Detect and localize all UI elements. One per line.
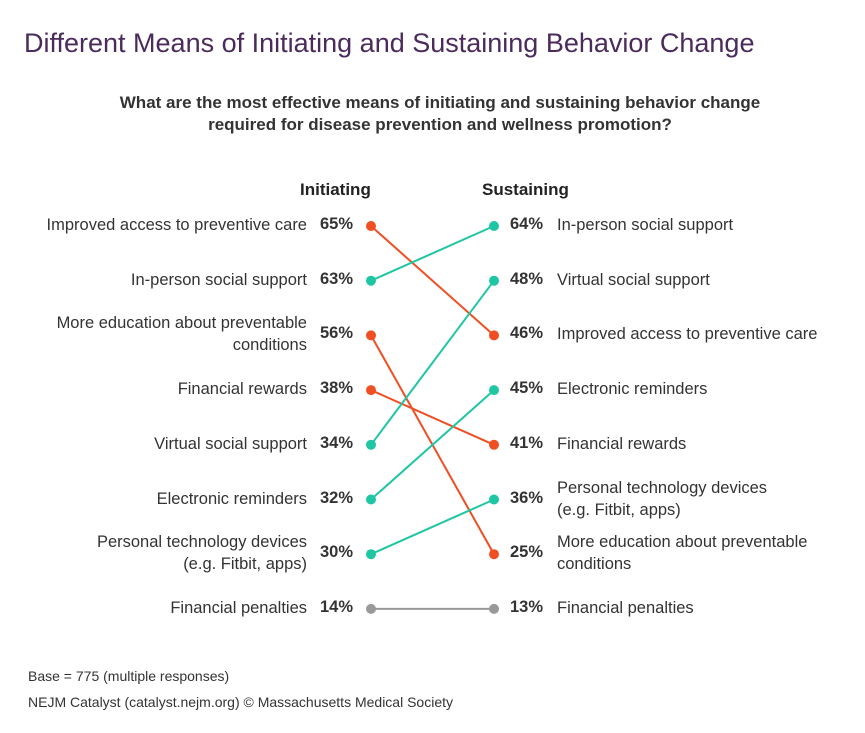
- sustaining-percent: 64%: [510, 215, 544, 233]
- sustaining-column-header: Sustaining: [482, 180, 569, 199]
- initiating-item-label: Financial penalties: [7, 597, 307, 619]
- initiating-item-label: Electronic reminders: [7, 488, 307, 510]
- label-line: More education about preventable: [557, 533, 808, 552]
- initiating-point-improved-access-to-preventive-care: [366, 221, 376, 231]
- sustaining-percent: 13%: [510, 597, 544, 616]
- sustaining-percent: 46%: [510, 324, 544, 343]
- sustaining-item-label: More education about preventable conditio…: [557, 531, 857, 575]
- chart-subtitle: What are the most effective means of ini…: [60, 92, 820, 136]
- sustaining-item-label: Financial rewards: [557, 433, 857, 455]
- sustaining-percent: 25%: [510, 543, 544, 562]
- sustaining-point-more-education-about-preventable-conditions: [489, 549, 499, 560]
- initiating-point-in-person-social-support: [366, 275, 376, 286]
- initiating-item-label: Personal technology devices (e.g. Fitbit,…: [7, 531, 307, 575]
- sustaining-point-in-person-social-support: [489, 221, 499, 231]
- sustaining-point-improved-access-to-preventive-care: [489, 330, 499, 341]
- subtitle-line-1: What are the most effective means of ini…: [119, 93, 761, 112]
- sustaining-item-label: Personal technology devices (e.g. Fitbit,…: [557, 477, 857, 521]
- initiating-item-label: In-person social support: [7, 269, 307, 291]
- initiating-percent: 34%: [320, 433, 354, 452]
- initiating-point-financial-penalties: [366, 603, 376, 614]
- slope-line-financial-rewards: [370, 389, 495, 446]
- label-line: (e.g. Fitbit, apps): [557, 500, 681, 519]
- label-line: Improved access to preventive care: [46, 216, 307, 234]
- initiating-percent: 63%: [320, 269, 354, 288]
- label-line: Electronic reminders: [557, 380, 708, 399]
- initiating-point-virtual-social-support: [366, 439, 376, 450]
- initiating-column-header: Initiating: [300, 180, 371, 199]
- initiating-percent: 56%: [320, 324, 354, 343]
- sustaining-point-virtual-social-support: [489, 275, 499, 286]
- label-line: Financial penalties: [557, 598, 694, 617]
- sustaining-percent: 41%: [510, 433, 544, 452]
- label-line: Virtual social support: [154, 434, 307, 453]
- sustaining-item-label: Virtual social support: [557, 269, 857, 291]
- slope-line-improved-access-to-preventive-care: [370, 225, 495, 337]
- initiating-percent: 65%: [320, 215, 354, 233]
- label-line: Personal technology devices: [557, 478, 768, 497]
- label-line: Improved access to preventive care: [557, 325, 818, 344]
- sustaining-item-label: In-person social support: [557, 214, 857, 236]
- slope-line-electronic-reminders: [370, 389, 495, 501]
- label-line: Electronic reminders: [156, 489, 307, 508]
- sustaining-percent: 36%: [510, 488, 544, 507]
- label-line: In-person social support: [557, 216, 734, 234]
- initiating-point-more-education-about-preventable-conditions: [366, 330, 376, 341]
- initiating-item-label: Financial rewards: [7, 378, 307, 400]
- sustaining-percent: 48%: [510, 269, 544, 288]
- subtitle-line-2: required for disease prevention and well…: [208, 115, 672, 134]
- initiating-point-personal-technology-devices-e-g-fitbit-apps: [366, 549, 376, 560]
- initiating-percent: 32%: [320, 488, 354, 507]
- chart-title: Different Means of Initiating and Sustai…: [24, 28, 755, 58]
- label-line: conditions: [557, 555, 632, 574]
- label-line: Financial rewards: [557, 434, 687, 453]
- sustaining-item-label: Improved access to preventive care: [557, 323, 857, 345]
- label-line: In-person social support: [130, 270, 307, 289]
- initiating-item-label: Improved access to preventive care: [7, 214, 307, 236]
- sustaining-point-personal-technology-devices-e-g-fitbit-apps: [489, 494, 499, 505]
- slope-line-in-person-social-support: [370, 225, 495, 282]
- slope-line-virtual-social-support: [370, 280, 495, 446]
- footnote-base: Base = 775 (multiple responses): [28, 668, 230, 684]
- initiating-percent: 38%: [320, 379, 354, 398]
- initiating-point-electronic-reminders: [366, 494, 376, 505]
- label-line: Financial rewards: [177, 380, 307, 399]
- sustaining-item-label: Financial penalties: [557, 597, 857, 619]
- label-line: Financial penalties: [170, 598, 307, 617]
- initiating-percent: 30%: [320, 543, 354, 562]
- slope-line-personal-technology-devices-e-g-fitbit-apps: [370, 498, 495, 556]
- initiating-item-label: More education about preventable conditio…: [7, 312, 307, 356]
- sustaining-point-financial-rewards: [489, 439, 499, 450]
- sustaining-point-financial-penalties: [489, 603, 499, 614]
- sustaining-item-label: Electronic reminders: [557, 378, 857, 400]
- initiating-percent: 14%: [320, 597, 354, 616]
- label-line: Virtual social support: [557, 270, 710, 289]
- initiating-point-financial-rewards: [366, 385, 376, 396]
- label-line: More education about preventable: [56, 314, 307, 333]
- footnote-source: NEJM Catalyst (catalyst.nejm.org) © Mass…: [28, 694, 454, 710]
- label-line: (e.g. Fitbit, apps): [183, 555, 307, 574]
- sustaining-point-electronic-reminders: [489, 385, 499, 396]
- label-line: conditions: [232, 336, 307, 355]
- initiating-item-label: Virtual social support: [7, 433, 307, 455]
- sustaining-percent: 45%: [510, 379, 544, 398]
- label-line: Personal technology devices: [96, 533, 307, 552]
